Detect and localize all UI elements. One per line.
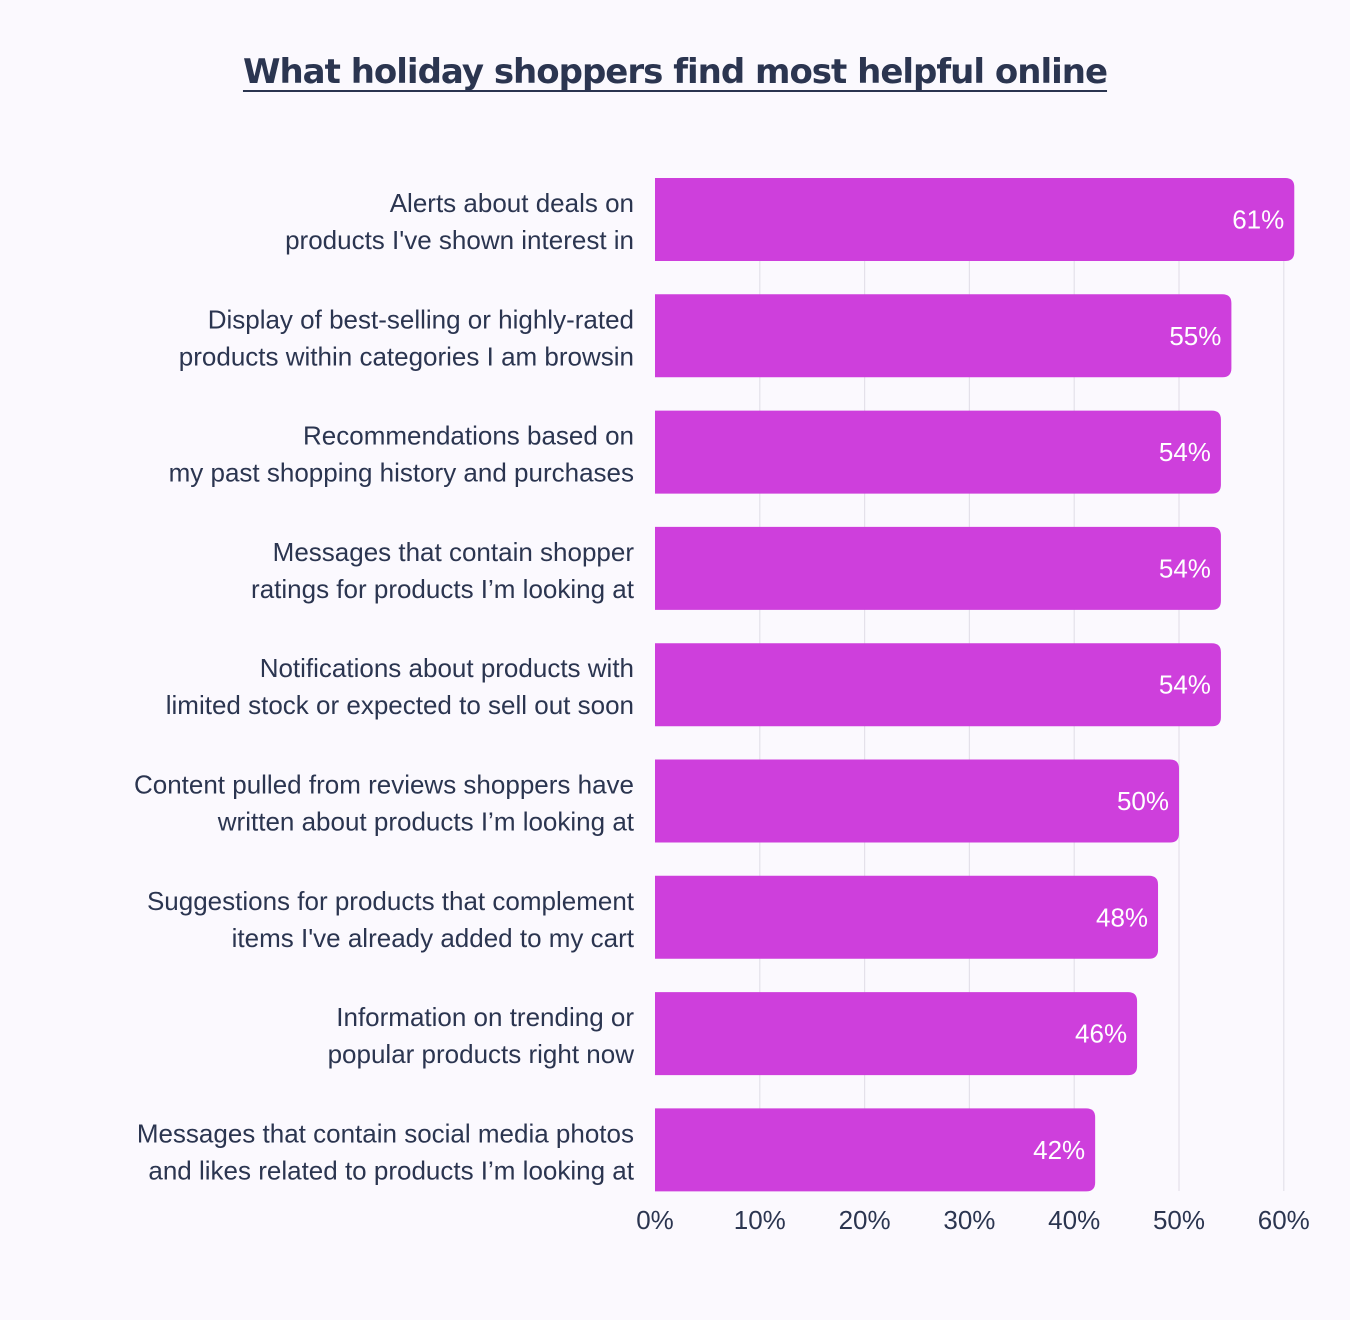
bar-value-label: 48% (1096, 902, 1148, 932)
category-label: Messages that contain social media photo… (137, 1118, 635, 1185)
category-label-line: limited stock or expected to sell out so… (166, 690, 634, 720)
category-label-line: ratings for products I’m looking at (251, 574, 635, 604)
category-label-line: Messages that contain social media photo… (137, 1118, 634, 1148)
x-axis-ticks: 0% 10% 20% 30% 40% 50% 60% (636, 1205, 1310, 1235)
category-label-line: products within categories I am browsin (179, 341, 634, 371)
category-label: Alerts about deals on products I've shown… (285, 188, 634, 255)
chart-title: What holiday shoppers find most helpful … (242, 52, 1108, 92)
category-label-line: Information on trending or (336, 1002, 634, 1032)
x-tick-label: 0% (636, 1205, 674, 1235)
bar-value-label: 61% (1232, 205, 1284, 235)
bar (655, 643, 1221, 727)
bar (655, 1108, 1096, 1192)
x-tick-label: 50% (1153, 1205, 1205, 1235)
category-label: Suggestions for products that complement… (147, 886, 635, 953)
category-label-line: Suggestions for products that complement (147, 886, 635, 916)
bar-value-label: 46% (1075, 1019, 1127, 1049)
category-label-line: popular products right now (328, 1039, 635, 1069)
category-labels: Alerts about deals on products I've shown… (134, 188, 635, 1185)
bar (655, 875, 1159, 959)
x-tick-label: 30% (943, 1205, 995, 1235)
bar (655, 992, 1138, 1076)
category-label-line: Recommendations based on (303, 421, 634, 451)
category-label-line: and likes related to products I’m lookin… (148, 1155, 634, 1185)
x-tick-label: 20% (839, 1205, 891, 1235)
bar (655, 410, 1221, 494)
category-label: Content pulled from reviews shoppers hav… (134, 770, 635, 837)
bars: 61% 55% 54% 54% 54% 50% 48% 46% 42% (655, 178, 1295, 1192)
category-label-line: written about products I’m looking at (217, 807, 635, 837)
category-label-line: Messages that contain shopper (273, 537, 635, 567)
bar (655, 526, 1221, 610)
category-label: Information on trending or popular produc… (328, 1002, 635, 1069)
bar (655, 178, 1295, 261)
category-label-line: my past shopping history and purchases (169, 458, 634, 488)
bar-value-label: 50% (1117, 786, 1169, 816)
x-tick-label: 40% (1048, 1205, 1100, 1235)
category-label-line: Display of best-selling or highly-rated (208, 304, 634, 334)
bar-value-label: 55% (1169, 321, 1221, 351)
x-tick-label: 10% (734, 1205, 786, 1235)
bar (655, 759, 1179, 843)
bar-value-label: 54% (1159, 670, 1211, 700)
x-tick-label: 60% (1258, 1205, 1310, 1235)
category-label-line: items I've already added to my cart (232, 923, 635, 953)
category-label-line: Notifications about products with (260, 653, 634, 683)
category-label-line: Content pulled from reviews shoppers hav… (134, 770, 634, 800)
category-label: Notifications about products with limited… (166, 653, 634, 720)
bar-value-label: 42% (1033, 1135, 1085, 1165)
category-label: Display of best-selling or highly-rated p… (179, 304, 634, 371)
category-label: Recommendations based on my past shopping… (169, 421, 634, 488)
bar-value-label: 54% (1159, 553, 1211, 583)
bar-value-label: 54% (1159, 437, 1211, 467)
bar (655, 294, 1232, 378)
category-label-line: Alerts about deals on (390, 188, 634, 218)
category-label: Messages that contain shopper ratings for… (251, 537, 635, 604)
category-label-line: products I've shown interest in (285, 225, 634, 255)
